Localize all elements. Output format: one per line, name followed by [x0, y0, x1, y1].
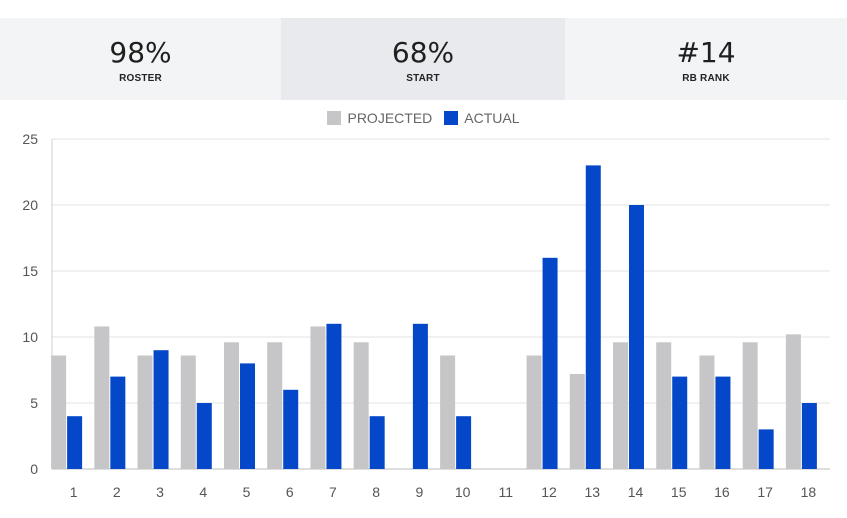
x-tick-label: 17: [757, 484, 773, 500]
stat-roster: 98% ROSTER: [0, 18, 281, 100]
x-tick-label: 3: [156, 484, 164, 500]
x-tick-label: 6: [286, 484, 294, 500]
x-tick-label: 10: [455, 484, 471, 500]
y-tick-label: 10: [22, 329, 38, 345]
bar-actual[interactable]: [542, 257, 558, 469]
y-tick-label: 15: [22, 263, 38, 279]
stat-rb-rank-value: #14: [676, 35, 736, 69]
stat-start-label: START: [406, 72, 440, 84]
bar-actual[interactable]: [758, 429, 774, 469]
bar-projected[interactable]: [224, 342, 239, 469]
bar-actual[interactable]: [153, 350, 169, 469]
bar-actual[interactable]: [801, 403, 817, 469]
stat-rb-rank-label: RB RANK: [682, 72, 730, 84]
bar-projected[interactable]: [180, 355, 196, 469]
x-tick-label: 12: [541, 484, 557, 500]
bar-actual[interactable]: [456, 416, 472, 469]
legend-item-projected[interactable]: PROJECTED: [327, 110, 432, 126]
stat-roster-label: ROSTER: [119, 72, 162, 84]
x-tick-label: 4: [199, 484, 207, 500]
bar-projected[interactable]: [526, 355, 542, 469]
x-tick-label: 2: [113, 484, 121, 500]
y-axis: 0 5 10 15 20 25: [22, 131, 38, 477]
bar-projected[interactable]: [440, 355, 456, 469]
x-axis: 1 2 3 4 5 6 7 8 9 10 11 12 13 14 15 16 17 18: [70, 484, 817, 500]
x-tick-label: 9: [415, 484, 423, 500]
chart-legend: PROJECTED ACTUAL: [0, 110, 847, 126]
x-tick-label: 15: [671, 484, 687, 500]
x-tick-label: 14: [628, 484, 644, 500]
bar-projected[interactable]: [569, 373, 585, 469]
legend-label-actual: ACTUAL: [464, 110, 520, 126]
bar-actual[interactable]: [412, 323, 428, 469]
bar-actual[interactable]: [196, 403, 212, 469]
x-tick-label: 7: [329, 484, 337, 500]
stat-start-value: 68%: [391, 35, 455, 69]
y-tick-label: 0: [30, 461, 38, 477]
stat-rb-rank: #14 RB RANK: [565, 18, 847, 100]
bar-projected[interactable]: [51, 355, 67, 469]
legend-item-actual[interactable]: ACTUAL: [444, 110, 520, 126]
stat-roster-value: 98%: [109, 35, 172, 69]
bar-actual[interactable]: [110, 376, 126, 469]
bar-projected[interactable]: [785, 334, 801, 469]
bar-projected[interactable]: [656, 342, 672, 469]
bar-actual[interactable]: [240, 363, 255, 469]
legend-swatch-projected: [327, 111, 342, 125]
x-tick-label: 13: [584, 484, 600, 500]
x-tick-label: 8: [372, 484, 380, 500]
bar-projected[interactable]: [742, 342, 758, 469]
bar-projected[interactable]: [137, 355, 153, 469]
stat-start: 68% START: [281, 18, 565, 100]
bar-actual[interactable]: [283, 389, 299, 469]
y-tick-label: 5: [30, 395, 38, 411]
chart-bars: [51, 165, 817, 469]
stats-bar: 98% ROSTER 68% START #14 RB RANK: [0, 18, 847, 100]
bar-projected[interactable]: [699, 355, 715, 469]
bar-actual[interactable]: [629, 205, 644, 469]
bar-actual[interactable]: [67, 416, 83, 469]
x-tick-label: 16: [714, 484, 730, 500]
legend-swatch-actual: [444, 111, 459, 125]
y-tick-label: 25: [22, 131, 38, 147]
bar-projected[interactable]: [310, 326, 326, 469]
legend-label-projected: PROJECTED: [347, 110, 433, 126]
bar-actual[interactable]: [672, 376, 688, 469]
bar-actual[interactable]: [369, 416, 385, 469]
x-tick-label: 11: [499, 484, 514, 500]
bar-actual[interactable]: [326, 323, 342, 469]
bar-actual[interactable]: [715, 376, 731, 469]
bar-projected[interactable]: [94, 326, 110, 469]
bar-projected[interactable]: [613, 342, 628, 469]
x-tick-label: 5: [243, 484, 251, 500]
x-tick-label: 18: [801, 484, 817, 500]
bar-actual[interactable]: [585, 165, 601, 469]
y-tick-label: 20: [22, 197, 38, 213]
x-tick-label: 1: [70, 484, 78, 500]
bar-projected[interactable]: [267, 342, 283, 469]
bar-projected[interactable]: [353, 342, 369, 469]
